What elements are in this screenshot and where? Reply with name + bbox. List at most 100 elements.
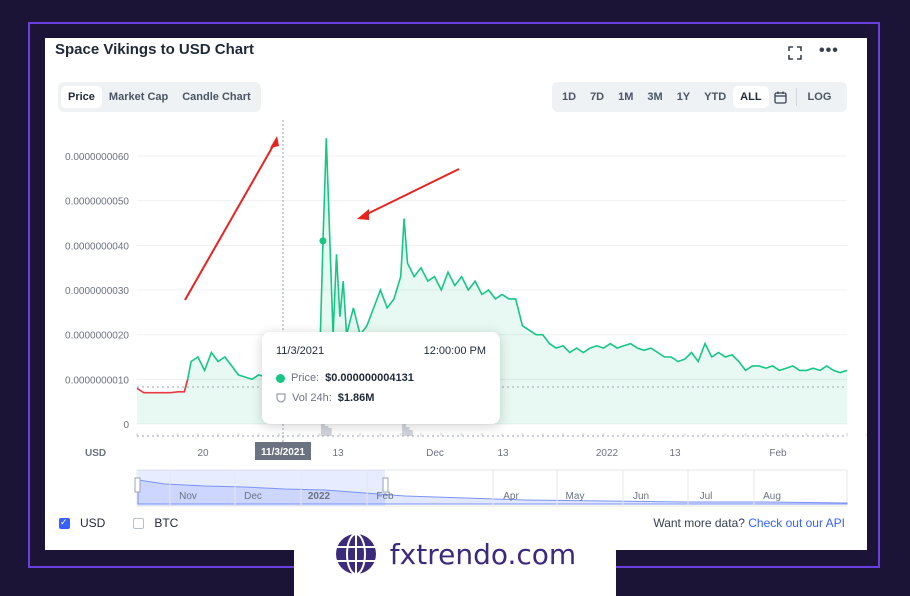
range-ytd[interactable]: YTD (704, 91, 727, 103)
volume-bar (420, 433, 422, 436)
volume-bar (359, 433, 362, 436)
annotation-arrow-1 (184, 138, 278, 301)
annotation-arrowhead-1 (270, 136, 279, 148)
volume-bar (724, 433, 727, 436)
range-1d[interactable]: 1D (562, 91, 577, 103)
tab-price[interactable]: Price (61, 86, 102, 108)
x-highlight-badge (255, 442, 311, 460)
usd-checkbox[interactable] (59, 517, 70, 529)
price-dot-icon (276, 373, 285, 383)
volume-bar (643, 433, 646, 436)
y-tick-label: 0.0000000060 (65, 152, 129, 163)
x-tick-label: 13 (332, 448, 344, 459)
want-more-text: Want more data? (653, 516, 745, 530)
y-tick-label: 0.0000000040 (65, 241, 129, 252)
volume-bar (663, 433, 666, 436)
api-promo: Want more data? Check out our API (653, 516, 845, 530)
price-chart[interactable]: 0.0000000060 0.0000000050 0.0000000040 0.00… (45, 38, 867, 508)
usd-label: USD (80, 516, 106, 530)
range-1y[interactable]: 1Y (676, 91, 691, 103)
tooltip-price-value: $0.000000004131 (325, 372, 414, 384)
y-tick-label: 0.0000000010 (65, 375, 129, 386)
chart-title: Space Vikings to USD Chart (55, 41, 254, 58)
y-tick-label: 0 (123, 420, 129, 431)
btc-label: BTC (154, 516, 179, 530)
navigator-tick-label: May (566, 491, 585, 502)
volume-bar (440, 433, 443, 436)
view-tabs: Price Market Cap Candle Chart (58, 82, 261, 112)
price-tooltip: 11/3/2021 12:00:00 PM Price: $0.00000000… (262, 332, 500, 424)
volume-bar (278, 433, 280, 436)
range-7d[interactable]: 7D (590, 91, 605, 103)
x-tick-label: Dec (426, 448, 444, 459)
tooltip-volume-value: $1.86M (337, 392, 375, 404)
currency-toggles: USD BTC (59, 516, 178, 530)
tab-market-cap[interactable]: Market Cap (108, 91, 169, 103)
api-link[interactable]: Check out our API (748, 516, 845, 530)
x-tick-label: 2022 (596, 448, 619, 459)
volume-bar (602, 433, 605, 436)
x-tick-label: 20 (197, 448, 209, 459)
volume-bar (683, 433, 686, 436)
volume-bar (704, 433, 706, 436)
currency-axis-label: USD (85, 448, 106, 459)
log-toggle[interactable]: LOG (807, 91, 832, 103)
volume-bar (785, 433, 788, 436)
brand-badge: fxtrendo.com (294, 526, 616, 596)
tooltip-date: 11/3/2021 (276, 345, 325, 357)
volume-bar (320, 422, 325, 436)
volume-bar (327, 428, 332, 436)
volume-bar (825, 433, 828, 436)
volume-bar (866, 433, 867, 436)
range-all[interactable]: ALL (733, 86, 769, 108)
volume-bar (399, 433, 402, 436)
calendar-icon[interactable] (773, 91, 787, 104)
volume-bar (521, 433, 524, 436)
volume-bar (338, 433, 341, 436)
volume-bar (324, 426, 329, 436)
x-tick-label: 13 (497, 448, 509, 459)
navigator-tick-label: Aug (763, 491, 781, 502)
volume-bar (196, 433, 199, 436)
range-divider (795, 88, 797, 106)
navigator-tick-label: Jul (700, 491, 713, 502)
navigator-handle-left (134, 477, 141, 493)
y-tick-label: 0.0000000020 (65, 331, 129, 342)
navigator-tick-label: Dec (244, 491, 262, 502)
volume-bar (805, 433, 808, 436)
fullscreen-icon[interactable] (788, 46, 802, 60)
volume-bar (764, 433, 767, 436)
volume-bar (379, 433, 382, 436)
tooltip-volume-label: Vol 24h: (292, 392, 332, 404)
hover-point (319, 237, 327, 245)
volume-bar (408, 430, 413, 436)
volume-bar (217, 433, 220, 436)
tooltip-price-label: Price: (291, 372, 320, 384)
volume-bar (136, 433, 138, 436)
navigator-tick-label: Nov (179, 491, 197, 502)
volume-bar (257, 433, 260, 436)
navigator-tick-label: 2022 (308, 491, 331, 502)
y-tick-label: 0.0000000050 (65, 197, 129, 208)
range-3m[interactable]: 3M (647, 91, 663, 103)
x-highlight-label: 11/3/2021 (261, 447, 305, 458)
brand-text: fxtrendo.com (389, 537, 577, 571)
x-tick-label: Feb (769, 448, 787, 459)
volume-bar (846, 433, 848, 436)
tab-candle-chart[interactable]: Candle Chart (182, 91, 251, 103)
btc-checkbox[interactable] (133, 517, 145, 529)
x-tick-label: 13 (669, 448, 681, 459)
volume-bar (402, 424, 407, 436)
range-selector: 1D 7D 1M 3M 1Y YTD ALL LOG (552, 82, 847, 112)
tooltip-volume-row: Vol 24h: $1.86M (276, 392, 374, 404)
more-options-icon[interactable]: ••• (819, 42, 839, 59)
volume-bar (744, 433, 747, 436)
navigator-tick-label: Feb (376, 491, 394, 502)
volume-bar (298, 433, 301, 436)
range-1m[interactable]: 1M (618, 91, 634, 103)
volume-bar (176, 433, 179, 436)
volume-bar (460, 433, 463, 436)
tooltip-time: 12:00:00 PM (423, 345, 486, 357)
volume-bar (156, 433, 159, 436)
navigator-line (137, 479, 848, 505)
